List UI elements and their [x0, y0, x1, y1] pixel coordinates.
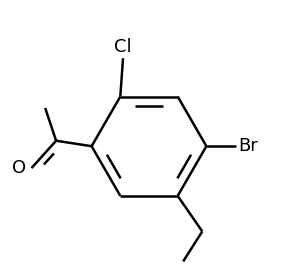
Text: Cl: Cl [114, 38, 132, 55]
Text: O: O [12, 159, 26, 177]
Text: Br: Br [238, 137, 257, 155]
